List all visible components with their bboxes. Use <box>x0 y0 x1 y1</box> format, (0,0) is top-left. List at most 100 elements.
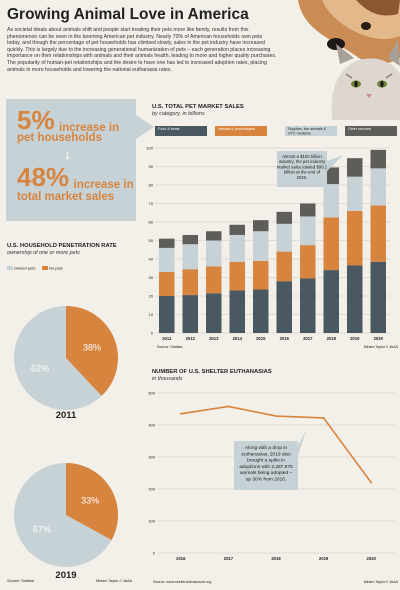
data-point <box>275 415 277 417</box>
shelter-byline: Miriam Taylor // JAAA <box>364 580 399 584</box>
x-tick-label: 2020 <box>367 556 377 561</box>
y-tick-label: 10 <box>149 312 154 317</box>
bar-segment <box>252 220 269 232</box>
pie-year-label: 2011 <box>56 410 77 421</box>
y-tick-label: 70 <box>149 201 154 206</box>
bar-segment <box>370 168 387 206</box>
legend-swatch <box>155 126 207 136</box>
x-tick-label: 2014 <box>233 336 243 341</box>
legend-label: OTC medicine <box>288 132 311 136</box>
annotation-text: Almost a $100 billion <box>282 154 322 159</box>
annotation-text: adoptions with 2,287,875 <box>239 464 293 470</box>
euthanasia-subtitle: in thousands <box>152 376 183 382</box>
bar-segment <box>323 270 340 333</box>
bar-segment <box>299 216 316 246</box>
bar-segment <box>346 210 363 266</box>
bar-segment <box>323 167 340 185</box>
bar-segment <box>276 223 293 252</box>
bar-segment <box>252 289 269 333</box>
bar-segment <box>229 261 246 291</box>
legend-label: No pets <box>49 266 63 271</box>
bar-segment <box>370 205 387 262</box>
stat-sales: 48% increase in <box>17 162 134 192</box>
pies-byline: Miriam Taylor // JAAA <box>96 579 133 583</box>
annotation-text: brought a spike in <box>247 458 285 464</box>
stat-households: 5% increase in <box>17 105 120 135</box>
euthanasia-chart: 0 100 200 300 400 500 2016 2017 2018 2019 2020 Alon… <box>148 390 399 584</box>
pie-year-label: 2019 <box>55 570 76 581</box>
annotation-box <box>277 151 327 187</box>
bar-segment <box>158 296 175 333</box>
legend-swatch <box>345 126 397 136</box>
data-point <box>227 405 230 408</box>
pie-slice-label: 67% <box>33 524 51 534</box>
legend-label: Vetcare & productsales <box>218 127 255 131</box>
bar-segment <box>229 234 246 262</box>
bar-segment <box>229 290 246 333</box>
y-tick-label: 30 <box>149 275 154 280</box>
x-tick-label: 2017 <box>224 556 234 561</box>
data-point <box>179 412 182 415</box>
y-tick-label: 200 <box>148 486 155 491</box>
x-tick-label: 2019 <box>350 336 360 341</box>
data-point <box>322 417 325 419</box>
annotation-text: up 30% from 2016. <box>246 477 287 483</box>
penetration-title: U.S. HOUSEHOLD PENETRATION RATE <box>7 243 117 249</box>
legend-swatch <box>7 266 13 270</box>
bar-segment <box>205 266 222 294</box>
bar-segment <box>323 184 340 218</box>
y-tick-label: 40 <box>149 256 154 261</box>
y-tick-label: 100 <box>146 145 153 150</box>
legend-label: Other services <box>348 127 371 131</box>
stat-households-line1: increase in <box>59 122 120 134</box>
annotation-pointer <box>298 431 306 455</box>
legend-label: Food & treats <box>158 127 180 131</box>
annotation-box <box>234 441 298 490</box>
shelter-source: Source: www.shelteranimalcount.org <box>153 580 211 584</box>
stat-households-line2: pet households <box>17 132 102 144</box>
pie-slice <box>66 306 119 396</box>
bar-segment <box>299 278 316 333</box>
bar-segment <box>182 269 199 296</box>
pie-slice <box>14 306 102 410</box>
data-point <box>370 481 373 484</box>
bar-segment <box>158 247 175 272</box>
bar-segment <box>346 176 363 211</box>
bar-segment <box>252 260 269 290</box>
y-tick-label: 400 <box>148 422 155 427</box>
x-tick-label: 2017 <box>303 336 313 341</box>
market-byline: Miriam Taylor // JAAA <box>364 345 399 349</box>
bar-segment <box>205 293 222 333</box>
legend-label: Supplies, live animals & <box>288 127 327 131</box>
legend-swatch <box>285 126 337 136</box>
bar-segment <box>252 231 269 261</box>
arrow-down-icon: ↓ <box>64 146 71 162</box>
y-tick-label: 100 <box>148 518 155 523</box>
intro-paragraph: As societal ideals about animals shift a… <box>7 27 277 73</box>
bar-segment <box>182 234 199 245</box>
bar-segment <box>346 265 363 333</box>
y-tick-label: 0 <box>151 330 154 335</box>
x-tick-label: 2018 <box>327 336 337 341</box>
x-tick-label: 2016 <box>280 336 290 341</box>
y-tick-label: 90 <box>149 164 154 169</box>
bar-segment <box>276 281 293 333</box>
intro-text: As societal ideals about animals shift a… <box>7 27 277 73</box>
penetration-pie-charts: Owned pets No pets 38% 62% 2011 33% 67% 2019 <box>7 266 119 581</box>
legend-label: Owned pets <box>14 266 35 271</box>
bar-segment <box>276 211 293 224</box>
annotation-text: industry, the pet industry <box>279 159 326 164</box>
annotation-pointer <box>327 155 343 171</box>
pies-source: Source: Statista <box>7 579 34 583</box>
y-tick-label: 80 <box>149 182 154 187</box>
pie-slice-label: 33% <box>81 496 99 506</box>
stat-households-percent: 5% <box>17 105 55 135</box>
x-tick-label: 2012 <box>186 336 196 341</box>
bar-segment <box>323 217 340 271</box>
x-tick-label: 2015 <box>256 336 266 341</box>
euthanasia-title: NUMBER OF U.S. SHELTER EUTHANASIAS <box>152 369 272 375</box>
x-tick-label: 2018 <box>271 556 281 561</box>
stat-sales-percent: 48% <box>17 162 70 192</box>
y-tick-label: 500 <box>148 390 155 395</box>
bar-segment <box>370 149 387 169</box>
